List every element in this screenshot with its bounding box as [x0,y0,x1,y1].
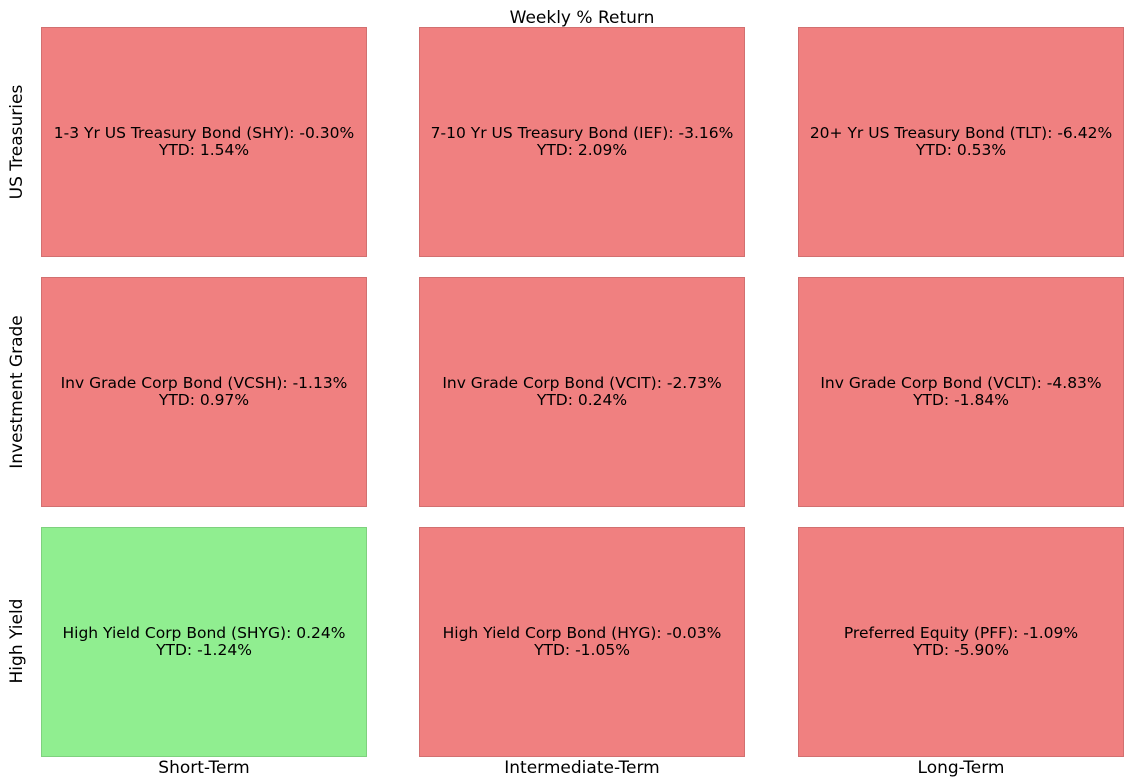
chart-title: Weekly % Return [509,8,655,28]
cell-label: Inv Grade Corp Bond (VCIT): -2.73% [442,373,722,392]
column-label-short-term: Short-Term [158,758,250,778]
cell-ytd-label: YTD: 0.97% [158,391,250,409]
heatmap-cell: Inv Grade Corp Bond (VCLT): -4.83% YTD: -… [798,277,1124,507]
cell-ytd-label: YTD: -1.24% [156,641,252,659]
heatmap-cell: Inv Grade Corp Bond (VCIT): -2.73% YTD: 0… [419,277,745,507]
cell-ytd-label: YTD: 1.54% [158,141,250,159]
row-label-text: High Yield [7,598,27,684]
cell-ytd-label: YTD: 0.53% [915,141,1007,159]
heatmap-cell: 7-10 Yr US Treasury Bond (IEF): -3.16% YT… [419,27,745,257]
heatmap-cell: 20+ Yr US Treasury Bond (TLT): -6.42% YTD… [798,27,1124,257]
cell-label: 7-10 Yr US Treasury Bond (IEF): -3.16% [430,123,734,142]
row-label-text: US Treasuries [7,84,27,200]
heatmap-cell: Inv Grade Corp Bond (VCSH): -1.13% YTD: 0… [41,277,367,507]
heatmap-cell: High Yield Corp Bond (HYG): -0.03% YTD: -… [419,527,745,757]
cell-label: High Yield Corp Bond (SHYG): 0.24% [62,623,346,642]
cell-ytd-label: YTD: 0.24% [536,391,628,409]
cell-label: Inv Grade Corp Bond (VCSH): -1.13% [60,373,348,392]
cell-label: 1-3 Yr US Treasury Bond (SHY): -0.30% [53,123,355,142]
column-label-intermediate-term: Intermediate-Term [504,758,660,778]
cell-label: Inv Grade Corp Bond (VCLT): -4.83% [820,373,1102,392]
cell-ytd-label: YTD: 2.09% [536,141,628,159]
column-label-long-term: Long-Term [917,758,1005,778]
cell-label: Preferred Equity (PFF): -1.09% [843,623,1079,642]
cell-ytd-label: YTD: -5.90% [913,641,1009,659]
cell-ytd-label: YTD: -1.05% [534,641,630,659]
row-label-text: Investment Grade [7,315,27,469]
heatmap-cell: High Yield Corp Bond (SHYG): 0.24% YTD: -… [41,527,367,757]
heatmap-cell: 1-3 Yr US Treasury Bond (SHY): -0.30% YTD… [41,27,367,257]
heatmap-cell: Preferred Equity (PFF): -1.09% YTD: -5.90… [798,527,1124,757]
cell-label: High Yield Corp Bond (HYG): -0.03% [442,623,722,642]
cell-ytd-label: YTD: -1.84% [913,391,1009,409]
cell-label: 20+ Yr US Treasury Bond (TLT): -6.42% [809,123,1113,142]
